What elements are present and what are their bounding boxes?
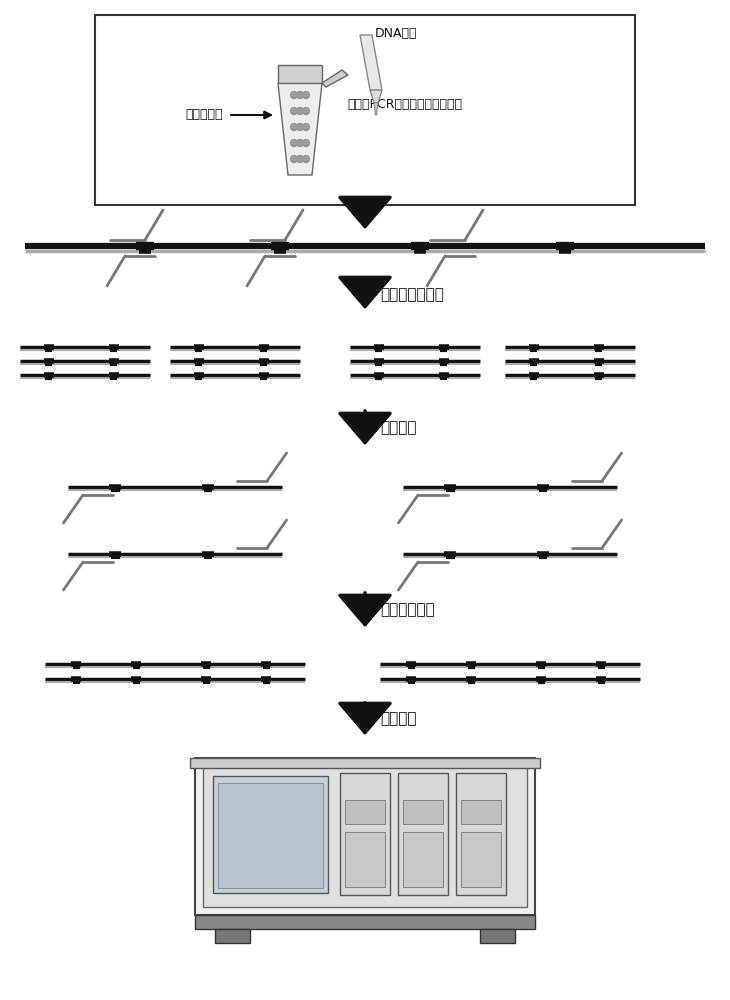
Text: 第一轮PCR扩增，目标片段富集: 第一轮PCR扩增，目标片段富集: [347, 99, 462, 111]
Circle shape: [302, 92, 310, 99]
Bar: [461, 832, 501, 887]
Bar: [195, 915, 535, 929]
Text: DNA模板: DNA模板: [375, 27, 418, 40]
Text: 一轮扩增后混合: 一轮扩增后混合: [380, 288, 444, 302]
Circle shape: [291, 155, 298, 162]
Bar: [203, 766, 527, 907]
Circle shape: [302, 123, 310, 130]
Circle shape: [296, 155, 304, 162]
Bar: [461, 800, 501, 824]
Circle shape: [296, 123, 304, 130]
Bar: [403, 832, 443, 887]
Circle shape: [291, 139, 298, 146]
Bar: [340, 773, 390, 895]
Bar: [456, 773, 506, 895]
Circle shape: [296, 92, 304, 99]
Bar: [218, 783, 323, 888]
Bar: [215, 929, 250, 943]
Bar: [213, 776, 328, 893]
Text: 获得测序文库: 获得测序文库: [380, 602, 435, 617]
Bar: [403, 800, 443, 824]
Circle shape: [291, 123, 298, 130]
Polygon shape: [278, 83, 322, 175]
Bar: [398, 773, 448, 895]
Polygon shape: [360, 35, 382, 90]
Circle shape: [302, 139, 310, 146]
Bar: [480, 929, 515, 943]
Text: 上机测序: 上机测序: [380, 712, 417, 726]
Bar: [345, 832, 385, 887]
Bar: [190, 758, 540, 768]
Circle shape: [291, 92, 298, 99]
Polygon shape: [374, 103, 378, 115]
Circle shape: [291, 107, 298, 114]
Circle shape: [296, 107, 304, 114]
Polygon shape: [322, 70, 348, 87]
Circle shape: [296, 139, 304, 146]
Bar: [195, 758, 535, 915]
Text: 二轮扩增: 二轮扩增: [380, 420, 417, 436]
Polygon shape: [370, 90, 382, 103]
Bar: [95, 15, 635, 205]
Circle shape: [302, 107, 310, 114]
Text: 引物混合物: 引物混合物: [185, 108, 223, 121]
Bar: [345, 800, 385, 824]
Circle shape: [302, 155, 310, 162]
Polygon shape: [278, 65, 322, 83]
